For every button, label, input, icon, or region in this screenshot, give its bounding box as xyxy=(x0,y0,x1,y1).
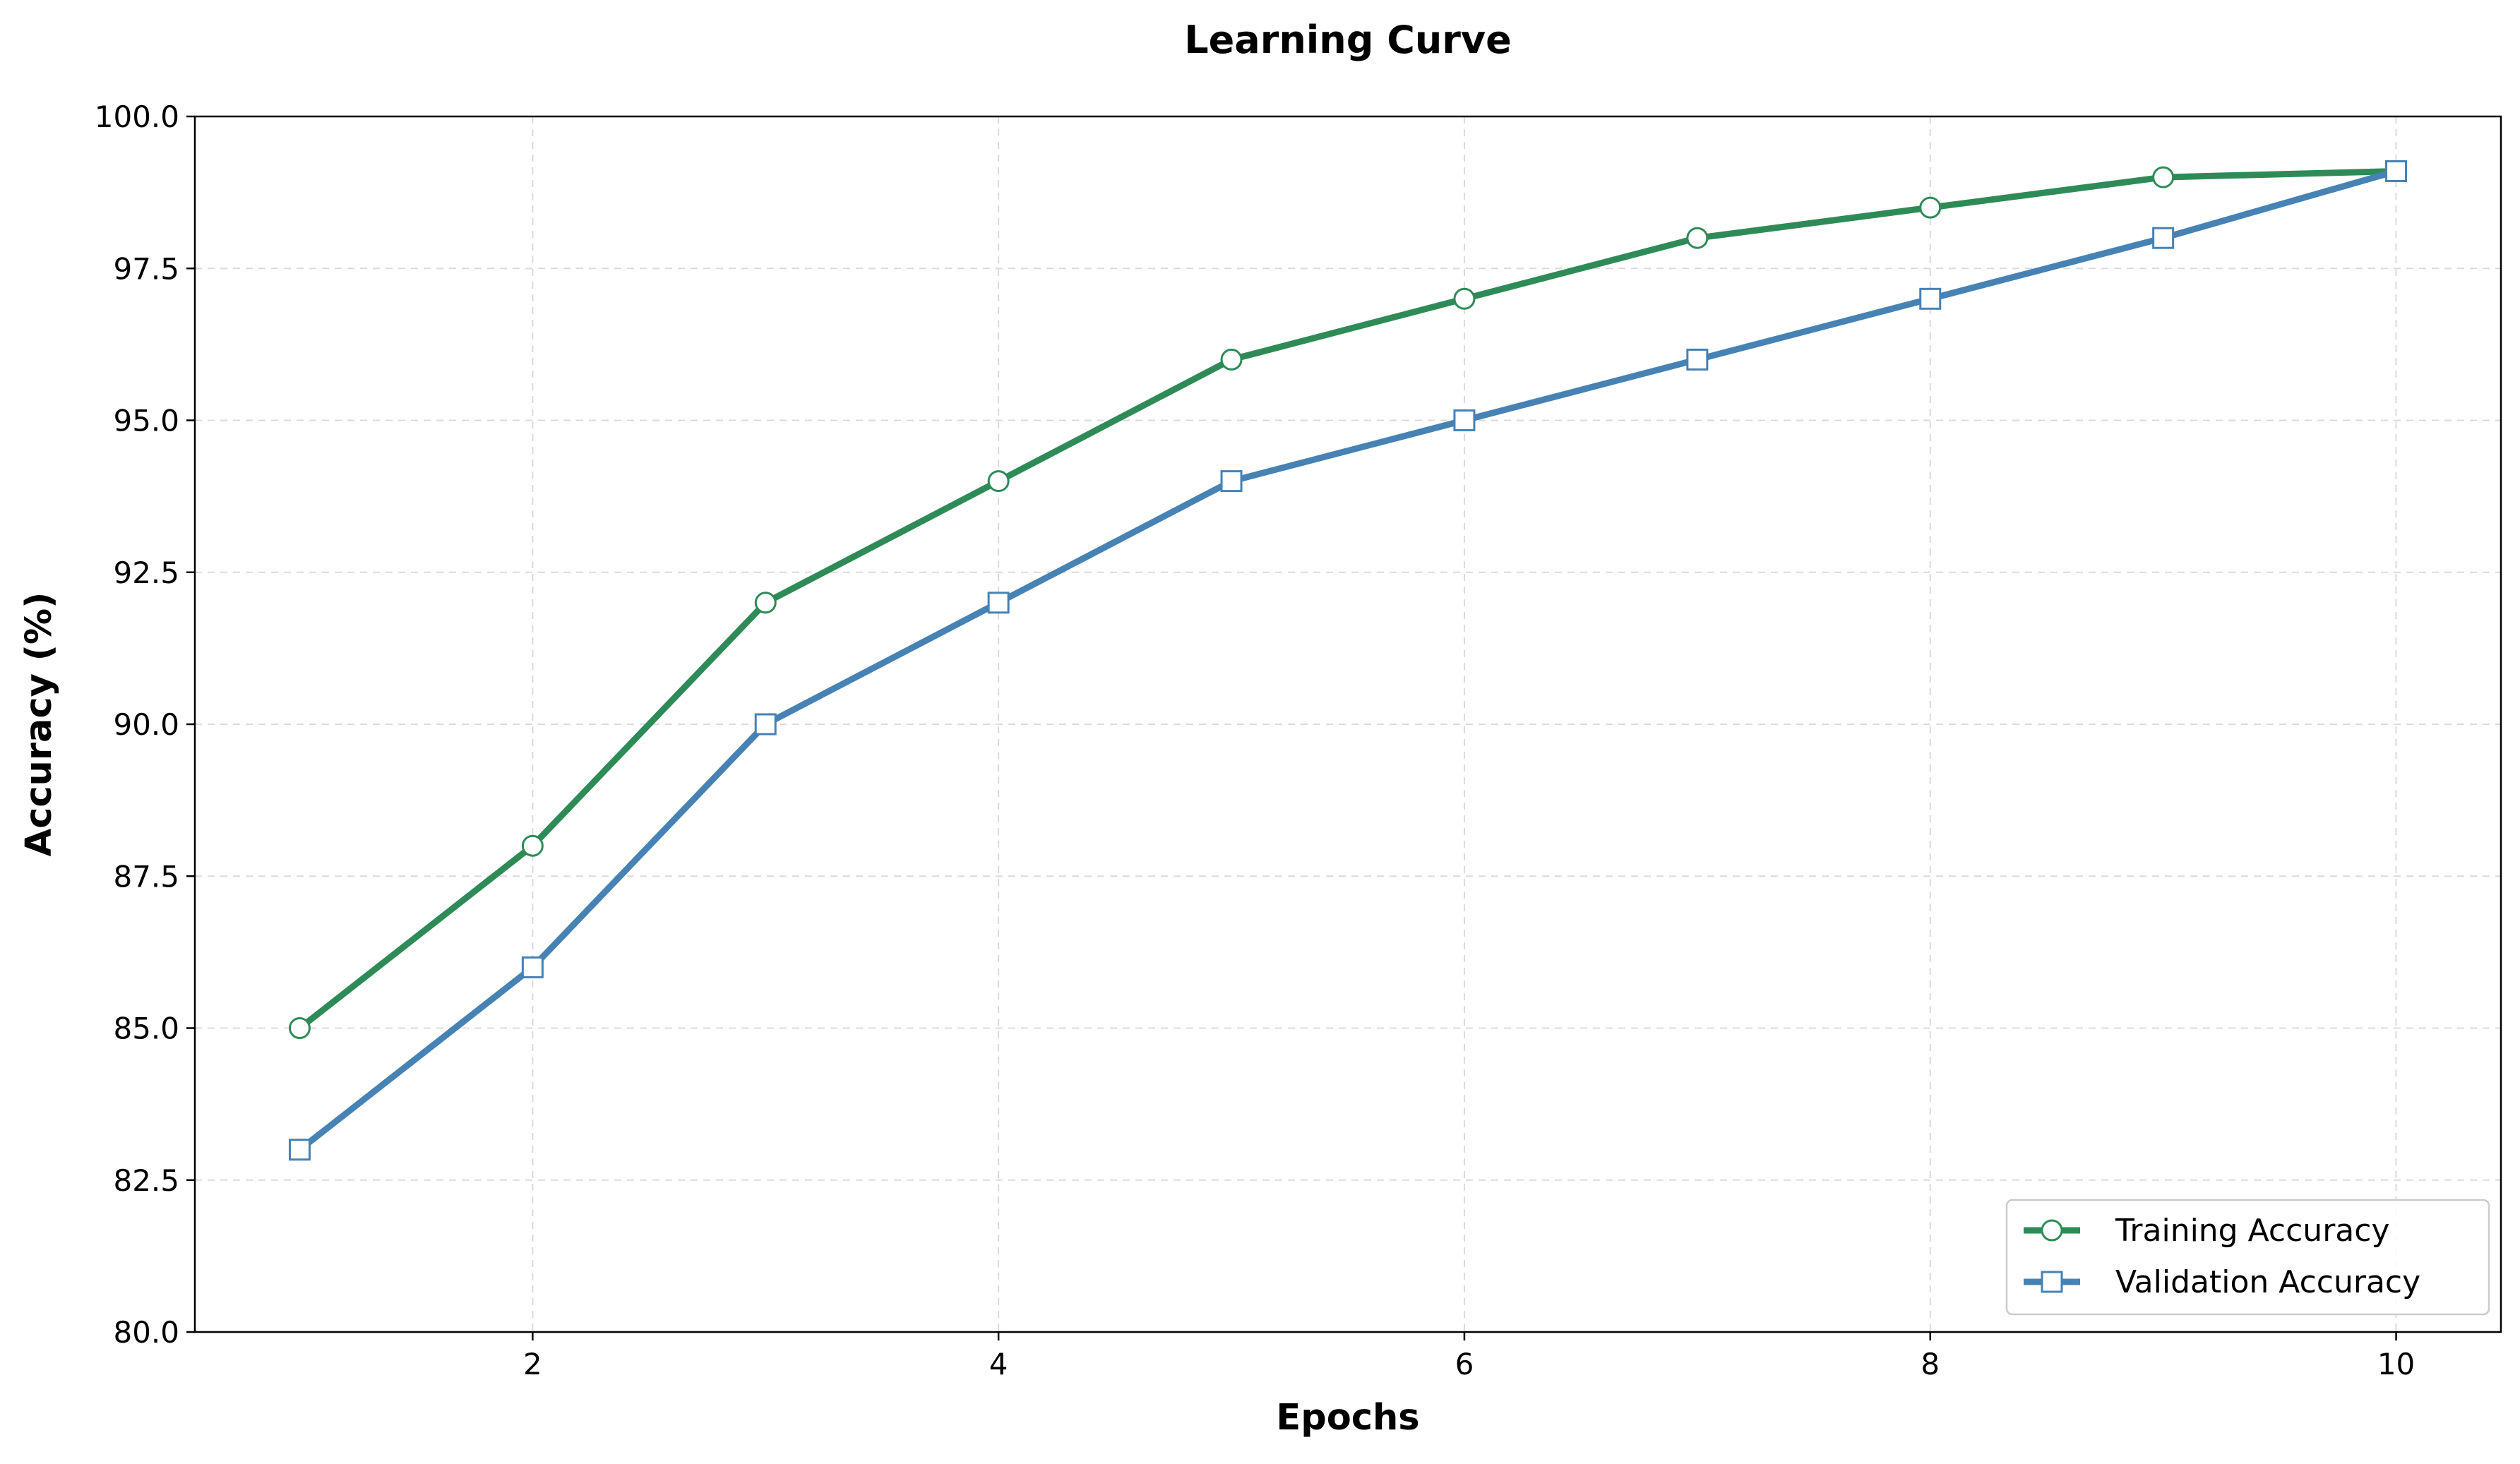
data-point-validation-accuracy xyxy=(2385,160,2408,182)
data-point-training-accuracy xyxy=(1453,287,1476,310)
data-point-training-accuracy xyxy=(1919,196,1942,219)
legend-label-validation: Validation Accuracy xyxy=(2115,1264,2420,1300)
y-tick-label: 100.0 xyxy=(95,100,179,134)
data-point-training-accuracy xyxy=(987,470,1010,493)
legend-marker-circle-icon xyxy=(2041,1219,2063,1242)
data-point-training-accuracy xyxy=(754,592,777,614)
series-group xyxy=(288,160,2408,1161)
y-tick-label: 92.5 xyxy=(113,556,179,590)
x-axis-label: Epochs xyxy=(1276,1397,1419,1439)
data-point-training-accuracy xyxy=(288,1017,311,1039)
y-tick-label: 95.0 xyxy=(113,404,179,438)
legend-entry-training: Training Accuracy xyxy=(2024,1213,2389,1249)
x-tick-label: 6 xyxy=(1455,1347,1474,1381)
data-point-validation-accuracy xyxy=(987,592,1010,614)
legend-frame xyxy=(2005,1199,2490,1316)
data-point-validation-accuracy xyxy=(288,1139,311,1161)
y-tick-label: 85.0 xyxy=(113,1012,179,1046)
data-point-training-accuracy xyxy=(1686,227,1709,249)
y-tick-label: 82.5 xyxy=(113,1163,179,1198)
data-point-validation-accuracy xyxy=(521,956,544,978)
y-tick-label: 90.0 xyxy=(113,707,179,742)
x-tick-label: 2 xyxy=(523,1347,542,1381)
y-axis-label: Accuracy (%) xyxy=(18,592,60,857)
legend-entry-validation: Validation Accuracy xyxy=(2024,1264,2420,1300)
data-point-validation-accuracy xyxy=(1453,409,1476,431)
axes: 80.0 82.5 85.0 87.5 90.0 92.5 95.0 97.5 100.0 2 4 6… xyxy=(95,100,2416,1381)
data-point-training-accuracy xyxy=(2152,166,2175,188)
legend-marker-square-icon xyxy=(2041,1271,2063,1293)
chart-title: Learning Curve xyxy=(1184,18,1511,62)
data-point-validation-accuracy xyxy=(2152,227,2175,249)
y-tick-label: 87.5 xyxy=(113,859,179,894)
data-point-validation-accuracy xyxy=(754,713,777,736)
y-tick-label: 80.0 xyxy=(113,1315,179,1350)
x-tick-label: 4 xyxy=(989,1347,1008,1381)
data-point-validation-accuracy xyxy=(1686,348,1709,371)
y-tick-label: 97.5 xyxy=(113,251,179,286)
series-validation-accuracy xyxy=(288,160,2408,1161)
series-line-training-accuracy xyxy=(297,168,2399,1031)
data-point-training-accuracy xyxy=(521,834,544,857)
legend-label-training: Training Accuracy xyxy=(2115,1213,2389,1249)
data-point-validation-accuracy xyxy=(1220,470,1243,493)
x-tick-label: 10 xyxy=(2377,1347,2415,1381)
data-point-training-accuracy xyxy=(1220,348,1243,371)
series-line-validation-accuracy xyxy=(297,168,2399,1153)
x-tick-label: 8 xyxy=(1921,1347,1940,1381)
data-point-validation-accuracy xyxy=(1919,287,1942,310)
legend: Training Accuracy Validation Accuracy xyxy=(2005,1199,2490,1316)
